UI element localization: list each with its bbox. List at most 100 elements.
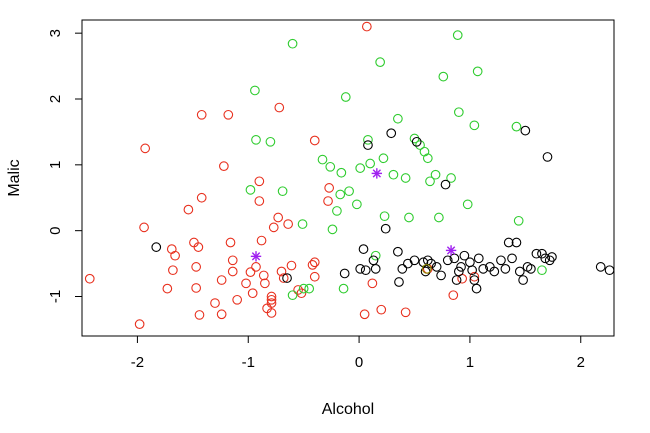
scatter-point-series-1 [232, 294, 243, 305]
scatter-point-series-3 [397, 264, 408, 274]
scatter-point-series-1 [196, 109, 207, 120]
centroid-marker [445, 245, 457, 256]
scatter-point-series-3 [151, 242, 162, 252]
scatter-point-series-3 [526, 264, 536, 274]
scatter-point-series-3 [465, 257, 475, 268]
scatter-point-series-1 [210, 298, 220, 308]
scatter-point-series-1 [254, 176, 265, 187]
y-tick-label: -1 [47, 290, 64, 303]
scatter-point-series-1 [309, 271, 320, 282]
scatter-point-series-1 [266, 298, 277, 308]
centroid-marker [371, 168, 383, 179]
scatter-point-series-2 [287, 290, 298, 301]
scatter-point-series-2 [297, 219, 308, 229]
scatter-point-series-3 [453, 266, 464, 277]
scatter-point-series-1 [223, 109, 234, 120]
scatter-point-series-2 [452, 30, 463, 40]
scatter-point-series-1 [183, 204, 194, 215]
scatter-point-series-3 [360, 265, 371, 276]
scatter-point-series-2 [446, 173, 456, 183]
scatter-point-series-3 [547, 252, 557, 262]
x-axis-title: Alcohol [322, 401, 374, 418]
scatter-point-series-2 [335, 189, 346, 200]
scatter-point-series-3 [403, 258, 413, 269]
scatter-point-series-1 [400, 307, 411, 318]
scatter-point-series-2 [419, 146, 430, 157]
scatter-point-series-3 [370, 264, 381, 274]
centroids [250, 168, 457, 262]
scatter-point-series-3 [380, 223, 391, 234]
scatter-point-series-3 [339, 268, 350, 279]
scatter-point-series-1 [266, 291, 277, 302]
scatter-point-series-3 [386, 128, 397, 139]
scatter-point-series-1 [134, 319, 145, 330]
scatter-point-series-2 [511, 121, 522, 132]
x-tick-label: -1 [242, 354, 255, 371]
scatter-point-series-2 [513, 215, 524, 226]
scatter-point-series-2 [344, 186, 354, 197]
scatter-point-series-2 [327, 224, 338, 235]
scatter-point-series-1 [296, 288, 307, 299]
scatter-point-series-2 [332, 206, 342, 216]
scatter-point-series-3 [456, 262, 466, 272]
scatter-point-series-3 [440, 179, 451, 190]
scatter-point-series-2 [472, 66, 483, 77]
scatter-point-series-2 [298, 283, 309, 294]
scatter-point-series-1 [84, 273, 95, 284]
scatter-point-series-1 [251, 262, 261, 272]
scatter-point-series-2 [352, 199, 362, 210]
scatter-point-series-1 [191, 283, 202, 293]
scatter-point-series-3 [282, 273, 292, 283]
scatter-point-series-1 [448, 290, 459, 301]
scatter-point-series-3 [363, 140, 373, 150]
scatter-point-series-2 [251, 134, 261, 145]
scatter-point-series-1 [256, 235, 267, 246]
scatter-point-series-1 [219, 161, 229, 171]
scatter-point-series-3 [358, 244, 369, 254]
scatter-point-series-2 [409, 133, 420, 144]
scatter-point-series-1 [286, 260, 297, 271]
axis-ticks: -2 -1 0 1 2 -1 0 1 2 3 [47, 29, 585, 371]
plot-border [81, 19, 615, 337]
scatter-point-series-2 [415, 140, 425, 150]
scatter-point-series-3 [478, 264, 489, 274]
scatter-point-series-2 [388, 169, 399, 180]
scatter-point-series-2 [304, 283, 315, 294]
scatter-point-series-1 [194, 310, 205, 320]
scatter-point-series-1 [258, 270, 269, 281]
scatter-point-series-2 [277, 186, 288, 197]
centroid-stroke [446, 246, 456, 255]
scatter-point-series-1 [266, 294, 277, 305]
scatter-point-series-3 [544, 255, 555, 266]
scatter-point-series-2 [400, 173, 411, 183]
scatter-point-series-1 [191, 262, 202, 272]
data-points [84, 21, 615, 330]
scatter-point-series-2 [365, 158, 376, 169]
scatter-point-series-3 [595, 262, 606, 272]
scatter-point-series-1 [309, 135, 320, 146]
scatter-point-series-1 [324, 183, 335, 193]
scatter-point-series-2 [325, 161, 336, 172]
scatter-point-series-3 [503, 237, 514, 248]
scatter-point-series-1 [274, 102, 285, 113]
scatter-point-series-2 [469, 120, 480, 131]
scatter-point-series-1 [469, 271, 480, 282]
scatter-point-series-1 [273, 212, 284, 223]
scatter-point-series-2 [355, 163, 366, 173]
scatter-point-series-2 [422, 153, 433, 164]
scatter-point-series-4 [421, 264, 432, 274]
x-tick-label: 2 [577, 354, 585, 371]
scatter-point-series-1 [367, 278, 378, 289]
scatter-point-series-1 [361, 21, 372, 32]
scatter-point-series-1 [227, 266, 238, 277]
scatter-point-series-3 [355, 264, 366, 274]
scatter-point-series-3 [471, 283, 482, 294]
scatter-point-series-3 [436, 270, 446, 281]
scatter-point-series-2 [250, 85, 260, 96]
scatter-point-series-3 [409, 255, 420, 266]
x-tick-label: 1 [466, 354, 474, 371]
y-tick-label: 2 [47, 95, 64, 103]
scatter-point-series-1 [293, 285, 303, 295]
scatter-point-series-1 [225, 237, 236, 248]
